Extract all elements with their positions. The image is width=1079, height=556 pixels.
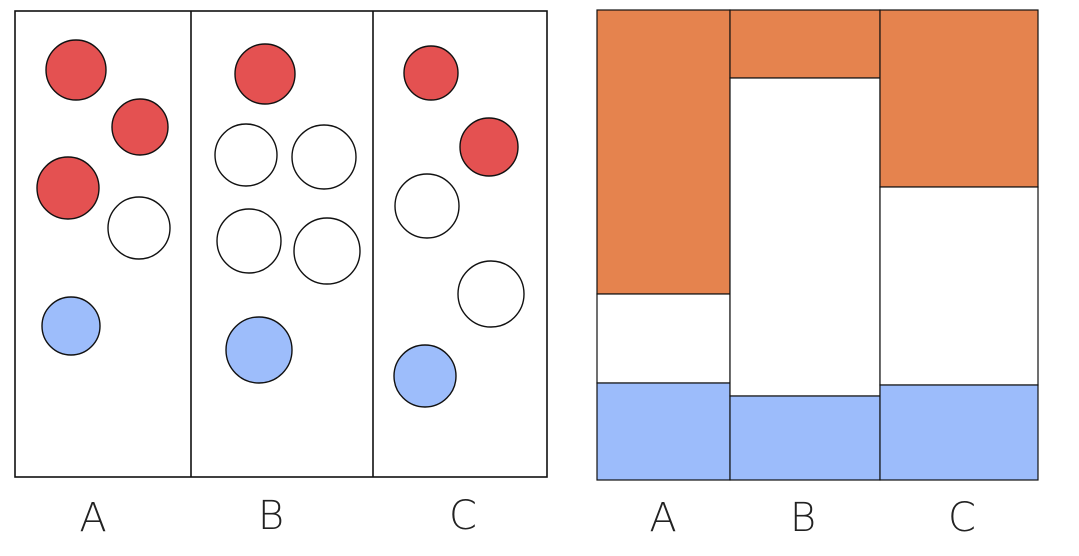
white-ball <box>457 260 525 328</box>
red-ball <box>45 39 107 101</box>
white-ball <box>214 123 278 187</box>
blue-ball <box>393 344 457 408</box>
column-label: B <box>258 493 284 539</box>
orange-block <box>729 9 881 79</box>
white-ball <box>293 217 361 285</box>
orange-block <box>596 9 731 295</box>
white-block <box>596 293 731 384</box>
red-ball <box>403 45 459 101</box>
red-ball <box>111 98 169 156</box>
orange-block <box>879 9 1039 188</box>
white-ball <box>216 208 282 274</box>
column-label: C <box>948 495 976 541</box>
column-label: A <box>649 495 676 541</box>
blue-block <box>596 382 731 481</box>
white-ball <box>291 124 357 190</box>
white-ball <box>394 173 460 239</box>
red-ball <box>459 117 519 177</box>
red-ball <box>36 156 100 220</box>
blue-block <box>879 384 1039 481</box>
blue-ball <box>225 316 293 384</box>
column-label: C <box>449 493 477 539</box>
left-panel: A B C <box>14 10 548 541</box>
blue-block <box>729 395 881 481</box>
white-ball <box>107 196 171 260</box>
right-panel: A B C <box>596 9 1039 541</box>
panel-frame <box>14 10 548 478</box>
red-ball <box>234 43 296 105</box>
white-block <box>879 186 1039 386</box>
white-block <box>729 77 881 397</box>
column-label: B <box>790 495 816 541</box>
column-label: A <box>79 495 106 541</box>
blue-ball <box>41 296 101 356</box>
